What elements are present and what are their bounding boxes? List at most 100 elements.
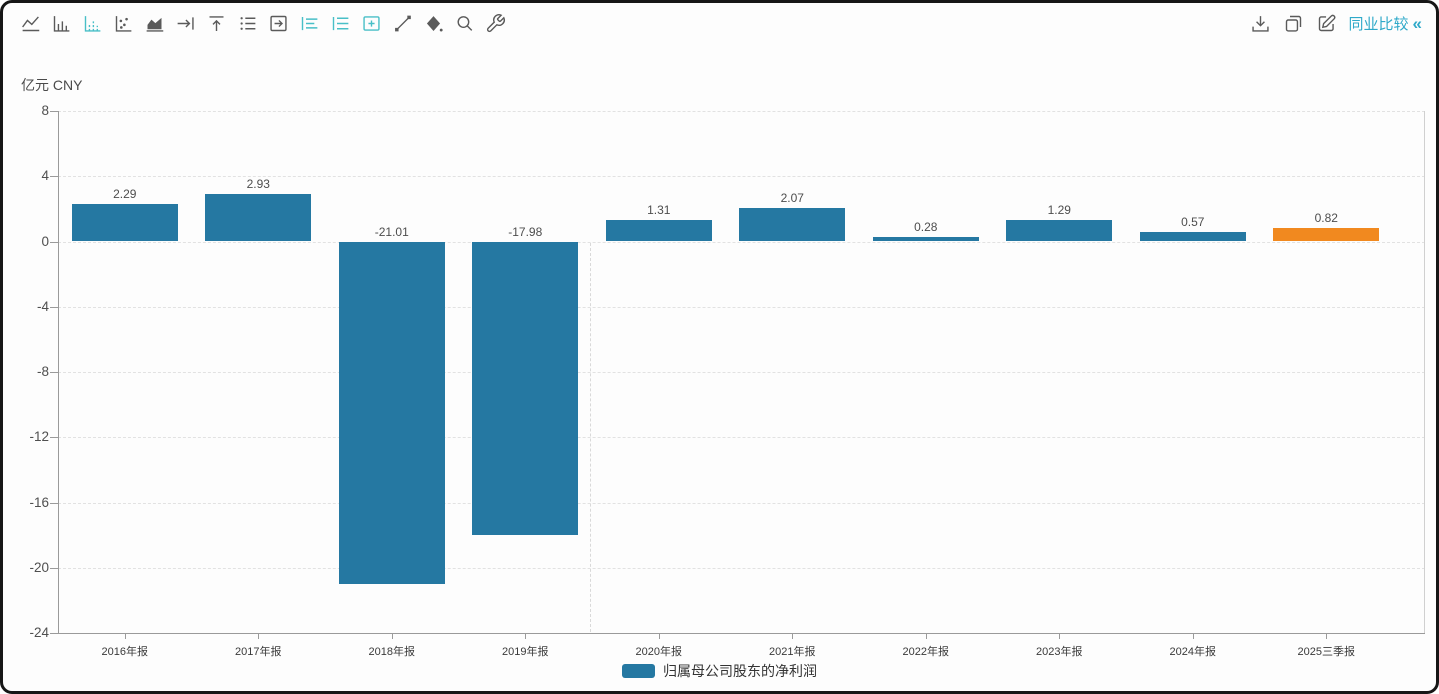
x-axis-label: 2023年报 <box>1036 646 1083 658</box>
bar-value-label: 0.82 <box>1314 211 1338 226</box>
list-settings-icon[interactable] <box>236 12 258 34</box>
bar-2020年报[interactable] <box>605 220 712 242</box>
x-axis-label: 2021年报 <box>769 646 816 658</box>
zoom-search-icon[interactable] <box>453 12 475 34</box>
bar-chart-dashed-icon[interactable] <box>81 12 103 34</box>
align-left-list-icon[interactable] <box>298 12 320 34</box>
y-axis-tick <box>50 372 58 373</box>
axis-unit-label: 亿元 CNY <box>21 77 83 93</box>
bar-2025三季报[interactable] <box>1273 228 1380 242</box>
y-axis-tick <box>50 241 58 243</box>
bar-value-label: 0.57 <box>1181 215 1205 230</box>
y-axis-tick <box>50 306 58 308</box>
x-axis-tick <box>1326 633 1328 639</box>
line-chart-icon[interactable] <box>19 12 41 34</box>
y-axis-tick <box>50 633 58 634</box>
x-axis-tick <box>258 633 260 639</box>
x-axis-label: 2022年报 <box>902 646 949 658</box>
x-axis-line <box>58 633 1425 634</box>
wrench-icon[interactable] <box>484 12 506 34</box>
gridline--4 <box>58 306 1425 308</box>
y-axis-tick <box>50 567 58 569</box>
bar-2018年报[interactable] <box>338 241 445 585</box>
draw-line-icon[interactable] <box>391 12 413 34</box>
bar-value-label: -17.98 <box>508 224 543 239</box>
x-axis-tick <box>792 633 794 639</box>
x-axis-label: 2025三季报 <box>1297 646 1355 658</box>
y-axis-tick <box>50 176 58 178</box>
chart-toolbar <box>19 12 506 34</box>
y-axis-label: -4 <box>36 298 49 314</box>
collapse-chevron-icon[interactable]: « <box>1412 13 1422 33</box>
y-axis-label: 8 <box>41 103 49 118</box>
arrow-right-to-line-icon[interactable] <box>174 12 196 34</box>
bar-2024年报[interactable] <box>1139 232 1246 242</box>
x-axis-label: 2018年报 <box>368 646 415 658</box>
legend-swatch <box>622 664 655 678</box>
edit-icon[interactable] <box>1316 12 1338 34</box>
toolbar-right: 同业比较 « <box>1250 12 1422 34</box>
bar-value-label: 2.07 <box>780 190 804 205</box>
axis-pointer-line <box>590 242 591 632</box>
x-axis-tick <box>925 633 927 639</box>
y-axis-tick <box>50 111 58 112</box>
x-axis-tick <box>1192 633 1194 639</box>
bar-2022年报[interactable] <box>872 236 979 242</box>
bar-value-label: 2.29 <box>113 187 137 202</box>
align-left-list-alt-icon[interactable] <box>329 12 351 34</box>
y-axis-label: -12 <box>29 429 49 445</box>
y-axis-label: -20 <box>29 559 49 575</box>
y-axis-line <box>58 111 59 633</box>
peer-compare-link[interactable]: 同业比较 « <box>1349 13 1422 34</box>
y-axis-label: 4 <box>41 168 49 184</box>
copy-icon[interactable] <box>1283 12 1305 34</box>
bar-value-label: 1.31 <box>647 203 671 218</box>
gridline--8 <box>58 372 1425 373</box>
peer-compare-label: 同业比较 <box>1348 15 1409 33</box>
gridline--16 <box>58 502 1425 504</box>
bar-2019年报[interactable] <box>472 241 579 535</box>
x-axis-tick <box>658 633 660 639</box>
x-axis-tick <box>391 633 393 639</box>
gridline-8 <box>58 111 1425 112</box>
bar-value-label: 1.29 <box>1047 203 1071 218</box>
bar-chart-icon[interactable] <box>50 12 72 34</box>
plus-box-icon[interactable] <box>360 12 382 34</box>
legend-label: 归属母公司股东的净利润 <box>663 663 817 679</box>
bar-2017年报[interactable] <box>205 193 312 242</box>
y-axis-label: -8 <box>36 364 49 379</box>
x-axis-label: 2024年报 <box>1169 646 1216 658</box>
gridline--12 <box>58 437 1425 439</box>
x-axis-tick <box>525 633 527 639</box>
bar-value-label: 0.28 <box>914 219 938 234</box>
bar-value-label: 2.93 <box>246 176 270 191</box>
y-axis-label: -24 <box>29 625 49 640</box>
bar-value-label: -21.01 <box>374 224 409 239</box>
arrow-right-box-icon[interactable] <box>267 12 289 34</box>
gridline-4 <box>58 176 1425 178</box>
y-axis-tick <box>50 437 58 439</box>
y-axis-label: -16 <box>29 494 49 510</box>
x-axis-label: 2017年报 <box>235 646 282 658</box>
area-chart-icon[interactable] <box>143 12 165 34</box>
legend-item[interactable]: 归属母公司股东的净利润 <box>3 661 1436 681</box>
gridline-0 <box>58 241 1425 243</box>
download-icon[interactable] <box>1250 12 1272 34</box>
arrow-up-to-line-icon[interactable] <box>205 12 227 34</box>
x-axis-label: 2016年报 <box>101 646 148 658</box>
y-axis-label: 0 <box>41 233 49 249</box>
x-axis-tick <box>1059 633 1061 639</box>
x-axis-label: 2019年报 <box>502 646 549 658</box>
bar-2021年报[interactable] <box>739 207 846 242</box>
bar-2016年报[interactable] <box>71 204 178 242</box>
scatter-chart-icon[interactable] <box>112 12 134 34</box>
gridline--20 <box>58 567 1425 569</box>
y-axis-tick <box>50 502 58 504</box>
x-axis-label: 2020年报 <box>635 646 682 658</box>
fill-color-icon[interactable] <box>422 12 444 34</box>
right-axis-line <box>1424 111 1425 633</box>
bar-2023年报[interactable] <box>1006 220 1113 242</box>
bar-chart-plot: 8 4 0 -4 -8 -12 -16 -20 -24 2.29 2016年报 2.93 2017年报 -… <box>3 3 1436 691</box>
x-axis-tick <box>124 633 126 639</box>
